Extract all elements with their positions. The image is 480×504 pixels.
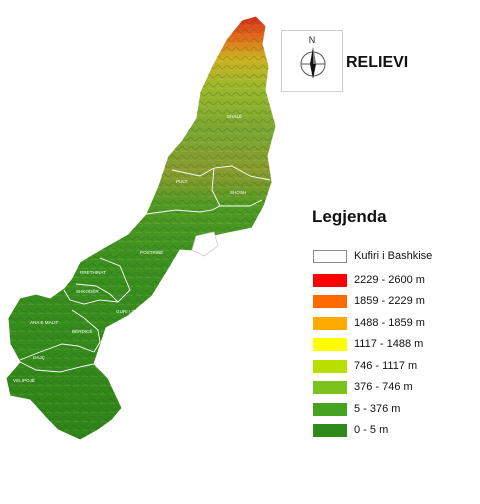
- legend-item: 1117 - 1488 m: [313, 337, 423, 351]
- map-title: RELIEVI: [346, 54, 409, 71]
- legend-item-border: Kufiri i Bashkise: [313, 249, 432, 263]
- legend-item: 1488 - 1859 m: [313, 316, 425, 330]
- region-label-shale: SHALË: [227, 113, 242, 119]
- legend-item: 5 - 376 m: [313, 402, 400, 416]
- legend-item: 0 - 5 m: [313, 423, 388, 437]
- region-label-rrethinat: RRETHINAT: [80, 270, 106, 275]
- north-label: N: [308, 35, 316, 45]
- region-label-shosh: SHOSH: [230, 190, 246, 195]
- region-label-ana-e-malit: ANA E MALIT: [30, 320, 59, 325]
- legend-swatch: [313, 359, 347, 373]
- compass-icon: [300, 47, 326, 79]
- municipal-borders: [19, 165, 271, 373]
- legend-item: 1859 - 2229 m: [313, 294, 425, 308]
- legend-item: 746 - 1117 m: [313, 359, 417, 373]
- legend-swatch: [313, 316, 347, 330]
- legend-swatch-border: [313, 249, 347, 263]
- region-label-berdice: BËRDICË: [72, 328, 92, 334]
- legend-swatch: [313, 423, 347, 437]
- legend-item: 376 - 746 m: [313, 380, 413, 394]
- north-arrow: N: [281, 30, 343, 92]
- region-label-velipoje: VELIPOJË: [13, 377, 35, 383]
- legend-title: Legjenda: [312, 207, 387, 226]
- region-labels: SHALË PULT SHOSH POSTRIBË RRETHINAT SHKO…: [13, 113, 246, 383]
- region-label-postribe: POSTRIBË: [140, 249, 163, 255]
- legend-item: 2229 - 2600 m: [313, 273, 425, 287]
- legend-swatch: [313, 294, 347, 308]
- legend-swatch: [313, 380, 347, 394]
- legend-swatch: [313, 402, 347, 416]
- legend-swatch: [313, 337, 347, 351]
- legend-swatch: [313, 273, 347, 287]
- region-label-pult: PULT: [176, 179, 188, 184]
- region-label-dajc: DAJÇ: [33, 355, 46, 360]
- region-label-shkoder: SHKODËR: [76, 288, 99, 294]
- region-label-guri-i-zi: GURI I ZI: [116, 309, 135, 314]
